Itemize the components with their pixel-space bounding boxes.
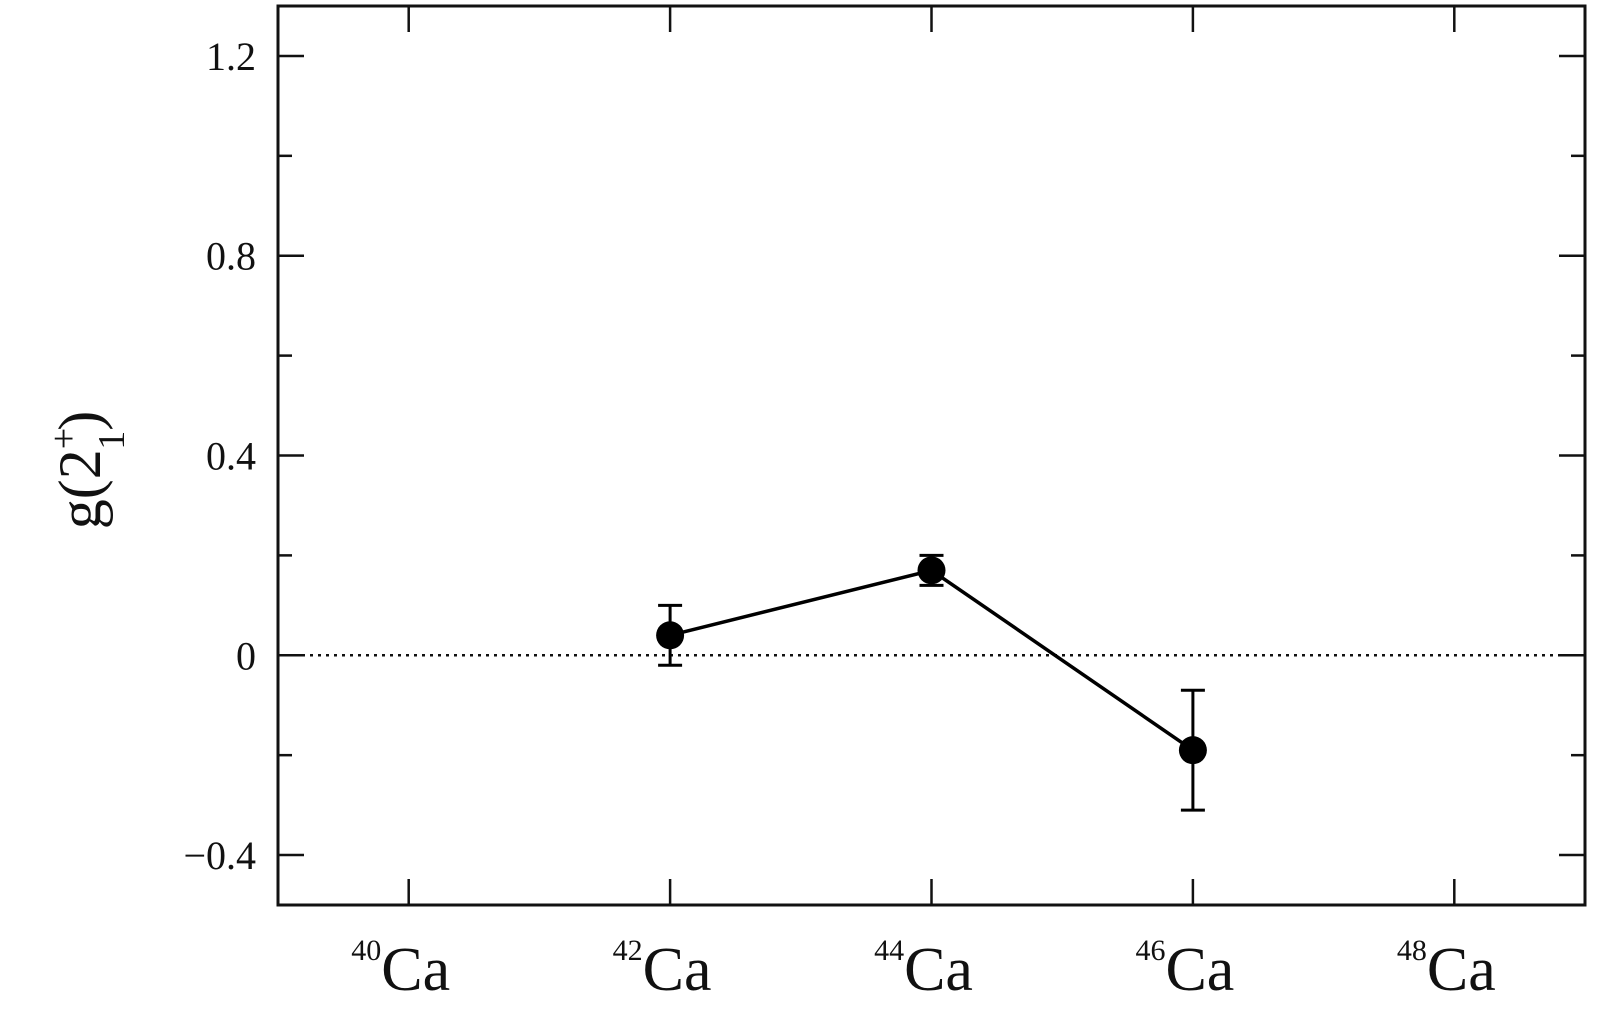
x-tick-element: Ca xyxy=(1165,936,1234,1004)
y-axis-label-superscript: + xyxy=(43,428,85,449)
x-tick-label: 46Ca xyxy=(1135,934,1234,1004)
plot-frame xyxy=(276,4,1587,907)
y-axis-label: g(2+ 1) xyxy=(43,411,133,529)
series-layer xyxy=(656,553,1207,812)
x-tick-mass-number: 40 xyxy=(351,934,381,967)
x-tick-label: 44Ca xyxy=(874,934,973,1004)
x-tick-label: 42Ca xyxy=(613,934,712,1004)
labels-layer: g(2+ 1) xyxy=(43,411,133,529)
x-tick-mass-number: 48 xyxy=(1397,934,1427,967)
y-tick-label: 0.8 xyxy=(206,234,256,279)
y-axis-label-base: g(2 xyxy=(47,449,113,529)
x-tick-element: Ca xyxy=(904,936,973,1004)
x-tick-mass-number: 44 xyxy=(874,934,904,967)
series-line xyxy=(669,568,1194,752)
plot-frame-layer xyxy=(276,4,1587,907)
x-tick-label: 40Ca xyxy=(351,934,450,1004)
data-point-1 xyxy=(917,556,946,585)
x-tick-element: Ca xyxy=(1427,936,1496,1004)
y-tick-label: −0.4 xyxy=(183,833,256,878)
x-tick-mass-number: 46 xyxy=(1135,934,1165,967)
y-tick-label: 0.4 xyxy=(206,434,256,479)
y-axis-label-close: ) xyxy=(47,411,113,431)
data-point-0 xyxy=(656,621,685,650)
x-tick-element: Ca xyxy=(381,936,450,1004)
x-tick-mass-number: 42 xyxy=(613,934,643,967)
x-tick-element: Ca xyxy=(643,936,712,1004)
y-axis-label-subscript: 1 xyxy=(91,431,133,450)
data-point-2 xyxy=(1178,736,1207,765)
x-tick-label: 48Ca xyxy=(1397,934,1496,1004)
y-tick-label: 1.2 xyxy=(206,34,256,79)
y-tick-label: 0 xyxy=(236,633,256,678)
